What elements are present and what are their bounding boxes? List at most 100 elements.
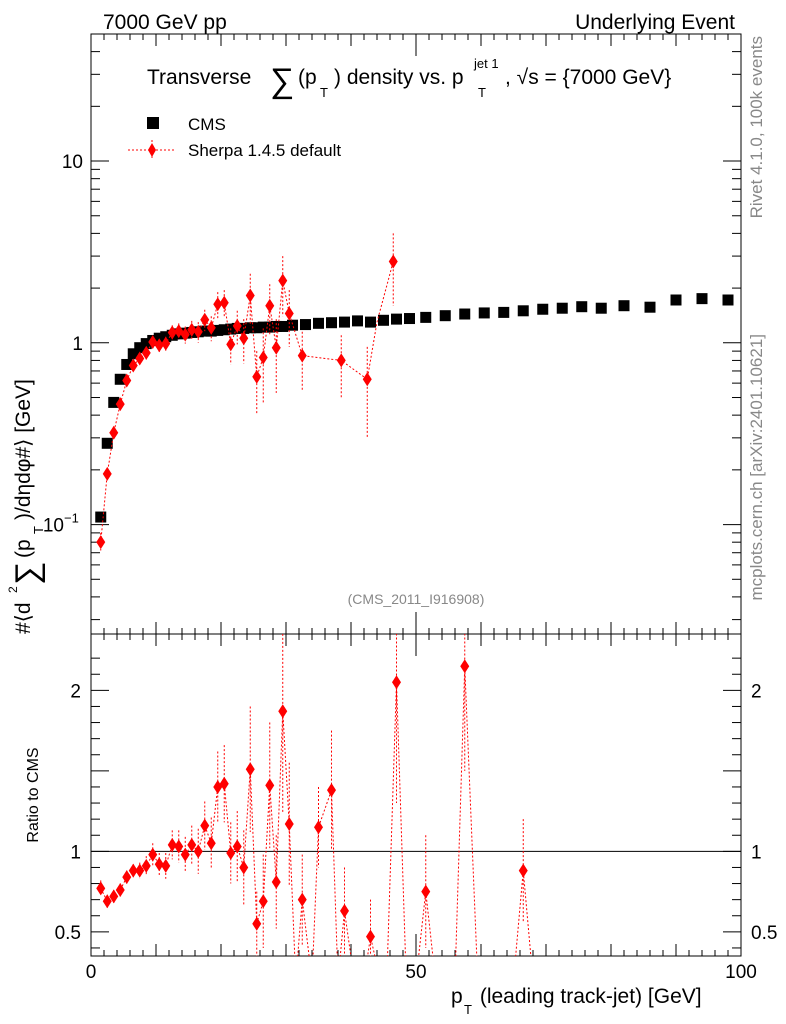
title-sum-symbol: ∑ xyxy=(270,62,294,100)
ratio-point xyxy=(245,762,255,777)
main-y-label: #⟨d 2 ∑ (p T )/dηdφ#⟩ [GeV] xyxy=(6,379,46,634)
title-sup-jet: jet 1 xyxy=(473,56,499,71)
cms-point xyxy=(313,317,324,329)
legend-label-sherpa: Sherpa 1.4.5 default xyxy=(188,141,341,160)
ylabel-sub-t: T xyxy=(31,526,46,534)
sherpa-point xyxy=(193,324,203,339)
sherpa-point xyxy=(232,318,242,333)
ratio-point xyxy=(174,839,184,854)
ratio-y-tick-label-right: 1 xyxy=(751,842,762,863)
title-part-a: Transverse xyxy=(147,66,251,89)
cms-point xyxy=(140,338,152,350)
main-y-tick-label: 10 xyxy=(43,516,64,537)
cms-point xyxy=(352,315,363,327)
sherpa-point xyxy=(154,338,164,353)
mcplots-label: mcplots.cern.ch [arXiv:2401.10621] xyxy=(747,334,766,600)
ratio-point xyxy=(200,818,210,833)
cms-point xyxy=(439,310,451,322)
ratio-y-tick-label-right: 2 xyxy=(751,681,762,702)
main-x-ticks xyxy=(90,34,742,634)
cms-point xyxy=(722,294,734,306)
main-title: Transverse ∑ (p T ) density vs. p jet 1 … xyxy=(147,56,671,100)
ratio-point xyxy=(314,820,323,835)
cms-point xyxy=(277,320,289,332)
sherpa-point xyxy=(135,351,145,366)
ratio-point xyxy=(193,844,203,859)
header-right: Underlying Event xyxy=(575,11,735,34)
ratio-point xyxy=(109,889,119,904)
ratio-point xyxy=(180,847,190,862)
ylabel-sum-symbol: ∑ xyxy=(8,561,45,585)
cms-point xyxy=(134,342,146,354)
cms-point xyxy=(251,322,263,334)
sherpa-point xyxy=(180,327,190,342)
ratio-point xyxy=(265,778,275,793)
sherpa-point xyxy=(115,397,125,412)
cms-point xyxy=(339,316,350,328)
x-tick-label: 100 xyxy=(725,962,757,983)
sherpa-point xyxy=(187,322,197,337)
sherpa-point xyxy=(245,288,255,303)
ratio-point xyxy=(366,929,375,944)
ratio-point xyxy=(187,837,197,852)
cms-point xyxy=(108,396,120,408)
cms-point xyxy=(212,324,224,336)
sherpa-point xyxy=(122,373,132,388)
ratio-point xyxy=(167,837,177,852)
cms-point xyxy=(127,348,139,360)
main-y-tick-label: 10 xyxy=(62,152,83,173)
title-part-c: ) density vs. p xyxy=(334,66,464,89)
cms-point xyxy=(391,313,402,325)
ylabel-part-a: #⟨d xyxy=(12,602,35,634)
sherpa-point xyxy=(265,298,275,313)
sherpa-point xyxy=(109,425,119,440)
ratio-point xyxy=(232,839,242,854)
cms-point xyxy=(300,319,311,331)
ratio-y-tick-label: 1 xyxy=(70,842,81,863)
ratio-point xyxy=(122,870,132,885)
ratio-point xyxy=(154,857,164,872)
ratio-point xyxy=(135,863,145,878)
sherpa-point xyxy=(128,358,138,373)
ratio-data xyxy=(96,634,532,956)
cms-point xyxy=(378,314,389,326)
ratio-point xyxy=(271,874,281,889)
ratio-y-ticks: 0.5 0.5 1 1 2 2 xyxy=(55,657,777,949)
ratio-point xyxy=(278,704,288,719)
cms-point xyxy=(114,373,126,385)
cms-point xyxy=(420,311,432,323)
ratio-point xyxy=(284,816,294,831)
cms-point xyxy=(264,321,276,333)
ratio-y-label: Ratio to CMS xyxy=(25,747,42,842)
sherpa-point xyxy=(226,337,236,352)
ratio-point xyxy=(421,884,431,899)
legend-marker-sherpa xyxy=(148,143,156,157)
ratio-point xyxy=(96,881,106,896)
cms-point xyxy=(576,301,588,313)
main-data xyxy=(95,233,734,551)
sherpa-point xyxy=(271,340,281,355)
cms-point xyxy=(218,324,230,336)
main-y-tick-exponent: −1 xyxy=(64,511,79,526)
cms-point xyxy=(556,302,568,314)
sherpa-point xyxy=(167,325,177,340)
ratio-point xyxy=(148,847,158,862)
sherpa-point xyxy=(200,312,210,327)
sherpa-point xyxy=(388,254,398,269)
sherpa-point xyxy=(336,353,346,368)
ylabel-part-b: (p xyxy=(12,539,35,558)
sherpa-point xyxy=(297,348,307,363)
cms-point xyxy=(498,306,510,318)
cms-point xyxy=(404,313,415,325)
cms-point xyxy=(459,308,471,320)
sherpa-point xyxy=(362,372,372,387)
ratio-point xyxy=(297,892,307,907)
cms-point xyxy=(101,437,113,449)
ratio-point xyxy=(460,659,470,674)
sherpa-point xyxy=(219,295,229,310)
sherpa-point xyxy=(252,369,262,384)
legend-label-cms: CMS xyxy=(188,115,226,134)
